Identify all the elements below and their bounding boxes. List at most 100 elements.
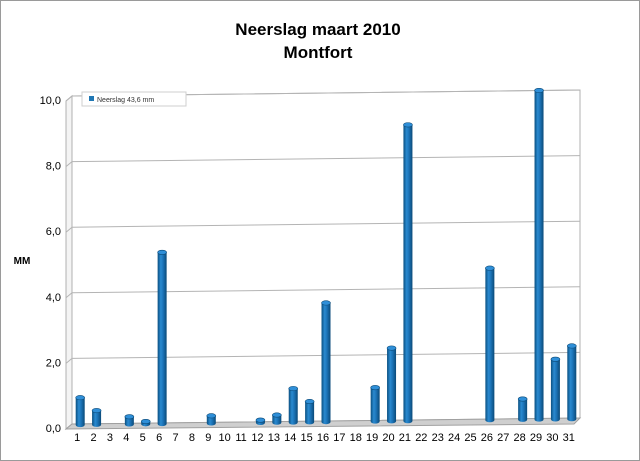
bar	[534, 87, 544, 422]
bar-top	[321, 300, 331, 306]
y-tick-label: 2,0	[46, 357, 61, 369]
x-tick-label: 22	[415, 432, 427, 444]
legend: Neerslag 43,6 mm	[81, 91, 187, 107]
bar	[485, 265, 495, 423]
x-tick-label: 30	[546, 432, 558, 444]
gridline-side	[65, 95, 73, 102]
x-tick-label: 31	[563, 432, 575, 444]
bar-top	[124, 414, 135, 420]
bar-top	[403, 122, 413, 128]
bar	[403, 122, 413, 424]
bar-top	[567, 343, 577, 349]
bar	[255, 417, 266, 425]
bar	[321, 300, 331, 425]
bar-top	[272, 412, 282, 418]
bar-body	[534, 90, 544, 422]
x-tick-label: 13	[268, 432, 280, 444]
gridline-side	[65, 161, 73, 167]
bar-body	[92, 410, 102, 427]
bar	[272, 412, 282, 425]
y-tick-label: 0,0	[46, 423, 61, 435]
bar	[75, 395, 85, 428]
x-tick-label: 25	[464, 432, 476, 444]
bar-body	[370, 387, 380, 424]
bar-top	[386, 345, 397, 351]
gridline	[71, 155, 581, 163]
y-tick-label: 4,0	[46, 292, 61, 304]
x-tick-label: 17	[333, 432, 345, 444]
bar	[206, 413, 217, 426]
gridline-side	[65, 226, 73, 233]
x-tick-label: 6	[156, 432, 162, 444]
y-tick-label: 10,0	[40, 95, 61, 107]
bar-top	[91, 408, 102, 414]
x-tick-label: 8	[189, 432, 195, 444]
x-tick-label: 14	[284, 432, 296, 444]
legend-swatch	[89, 96, 94, 101]
bar	[140, 418, 151, 427]
gridlines	[65, 89, 581, 364]
bar	[304, 399, 315, 425]
bar-body	[567, 345, 577, 422]
bar-body	[272, 415, 282, 425]
bar	[157, 249, 167, 427]
bar-body	[157, 252, 167, 427]
bar-body	[321, 302, 331, 425]
bar-top	[304, 399, 315, 405]
bar	[550, 356, 561, 422]
bar-top	[485, 265, 495, 271]
x-tick-label: 26	[481, 432, 493, 444]
bar-top	[206, 413, 217, 419]
x-tick-label: 29	[530, 432, 542, 444]
x-tick-label: 16	[317, 432, 329, 444]
y-tick-label: 6,0	[46, 226, 61, 238]
bar-body	[403, 124, 413, 424]
bar-top	[75, 395, 85, 401]
x-tick-label: 10	[219, 432, 231, 444]
bars	[75, 87, 577, 428]
bar-top	[517, 396, 528, 402]
gridline-side	[65, 358, 73, 364]
x-tick-label: 3	[107, 432, 113, 444]
bar	[91, 408, 102, 427]
bar	[517, 396, 528, 422]
bar	[124, 414, 135, 427]
y-tick-label: 8,0	[46, 161, 61, 173]
x-tick-label: 5	[140, 432, 146, 444]
bar-top	[370, 385, 380, 391]
bar-body	[518, 398, 528, 422]
bar-body	[288, 388, 298, 425]
x-tick-label: 4	[123, 432, 129, 444]
x-tick-labels: 1 2 3 4 5 6 7 8 9 10 11 12 13 14 15 16 17 18 19 20 21 22 23 24 2…	[74, 432, 575, 444]
x-tick-label: 1	[74, 432, 80, 444]
x-tick-label: 9	[205, 432, 211, 444]
gridline-side	[65, 292, 73, 299]
bar-body	[206, 415, 216, 426]
x-tick-label: 11	[235, 432, 246, 444]
bar-body	[75, 397, 85, 428]
x-tick-label: 24	[448, 432, 460, 444]
chart-title: Neerslag maart 2010	[235, 20, 400, 39]
bar-top	[255, 417, 266, 423]
x-tick-label: 19	[366, 432, 378, 444]
y-axis-label: MM	[14, 256, 31, 267]
bar-body	[124, 416, 134, 427]
bar	[288, 386, 299, 425]
x-tick-label: 18	[350, 432, 362, 444]
bar-body	[550, 359, 560, 422]
legend-entry: Neerslag 43,6 mm	[97, 97, 154, 104]
bar-body	[485, 268, 495, 423]
bar-top	[157, 249, 167, 255]
bar	[567, 343, 577, 422]
bar	[386, 345, 397, 424]
x-tick-label: 23	[432, 432, 444, 444]
x-tick-label: 27	[497, 432, 509, 444]
gridline	[71, 286, 581, 294]
legend-box	[81, 91, 187, 107]
bar-body	[387, 348, 397, 424]
plot-side-wall	[65, 94, 73, 431]
x-tick-label: 12	[251, 432, 263, 444]
gridline	[71, 220, 581, 228]
x-tick-label: 28	[514, 432, 526, 444]
